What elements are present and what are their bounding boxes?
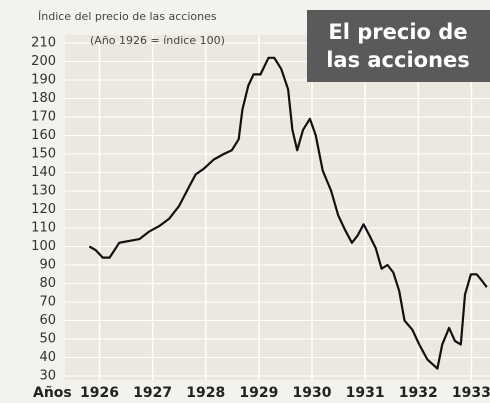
x-tick-label: 1931 [346, 385, 385, 401]
x-tick-label: 1927 [133, 385, 172, 401]
x-tick-label: 1932 [399, 385, 438, 401]
y-tick-label: 80 [39, 276, 56, 291]
x-tick-label: 1930 [293, 385, 332, 401]
y-tick-label: 50 [39, 332, 56, 347]
y-tick-label: 70 [39, 295, 56, 310]
x-tick-label: 1929 [239, 385, 278, 401]
y-tick-label: 140 [31, 165, 56, 180]
x-tick-label: 1928 [186, 385, 225, 401]
y-axis-label: Índice del precio de las acciones [38, 10, 217, 23]
y-tick-label: 120 [31, 202, 56, 217]
y-tick-label: 60 [39, 313, 56, 328]
y-tick-label: 150 [31, 147, 56, 162]
y-tick-label: 110 [31, 221, 56, 236]
y-tick-label: 90 [39, 258, 56, 273]
y-tick-label: 100 [31, 239, 56, 254]
line-series [88, 56, 488, 370]
chart-title: las acciones [326, 48, 470, 72]
y-tick-label: 200 [31, 54, 56, 69]
y-tick-label: 30 [39, 369, 56, 384]
plot-area [65, 35, 490, 380]
y-tick-label: 180 [31, 91, 56, 106]
x-tick-label: 1933 [452, 385, 490, 401]
y-tick-label: 160 [31, 128, 56, 143]
y-axis-note: (Año 1926 = índice 100) [90, 34, 225, 47]
y-tick-label: 130 [31, 184, 56, 199]
y-tick-label: 170 [31, 110, 56, 125]
y-tick-label: 40 [39, 350, 56, 365]
y-tick-label: 210 [31, 36, 56, 51]
chart-title: El precio de [328, 20, 467, 44]
y-tick-label: 190 [31, 73, 56, 88]
x-tick-label: 1926 [80, 385, 119, 401]
title-box [307, 10, 490, 82]
x-axis-label: Años [33, 385, 72, 401]
